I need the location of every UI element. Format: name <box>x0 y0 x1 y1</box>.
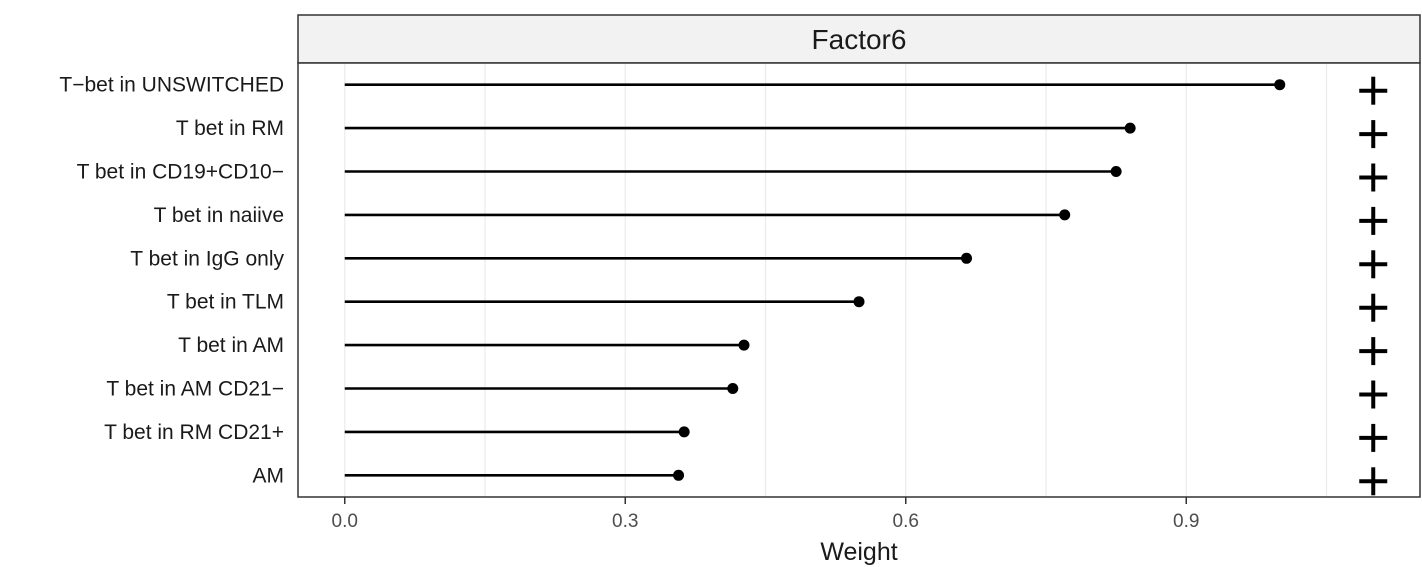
facet-strip <box>297 14 1421 64</box>
sign-markers <box>1359 76 1388 496</box>
category-label: T bet in TLM <box>167 291 284 314</box>
lollipop-point <box>1124 122 1136 134</box>
x-tick-label: 0.3 <box>612 511 638 532</box>
plus-sign-marker <box>1359 337 1388 366</box>
plus-sign-marker <box>1359 163 1388 192</box>
plus-sign-marker <box>1359 76 1388 105</box>
lollipop-point <box>673 469 685 481</box>
category-label: T bet in RM CD21+ <box>104 421 284 444</box>
plus-sign-marker <box>1359 206 1388 235</box>
lollipop-point <box>853 296 865 308</box>
category-label: AM <box>253 464 285 487</box>
category-label: T bet in AM <box>178 334 284 357</box>
plus-sign-marker <box>1359 250 1388 279</box>
x-tick-label: 0.0 <box>332 511 358 532</box>
category-label: T bet in IgG only <box>130 247 284 270</box>
x-tick-label: 0.6 <box>893 511 919 532</box>
facet-title: Factor6 <box>812 24 907 55</box>
lollipop-point <box>1059 209 1071 221</box>
plus-sign-marker <box>1359 467 1388 496</box>
category-label: T bet in CD19+CD10− <box>77 161 284 184</box>
plus-sign-marker <box>1359 120 1388 149</box>
lollipop-stems <box>344 83 1280 477</box>
plot-panel-border <box>297 62 1421 498</box>
x-axis: 0.0 0.3 0.6 0.9 <box>332 497 1199 532</box>
lollipop-point <box>1110 166 1122 177</box>
lollipop-point <box>678 426 690 438</box>
plus-sign-marker <box>1359 423 1388 452</box>
lollipop-point <box>727 383 739 394</box>
category-label: T bet in AM CD21− <box>106 378 284 401</box>
x-tick-label: 0.9 <box>1173 511 1199 532</box>
category-label: T bet in RM <box>176 117 284 140</box>
grid-lines <box>344 63 1328 497</box>
category-label: T−bet in UNSWITCHED <box>59 74 284 97</box>
category-label: T bet in naiive <box>154 204 284 227</box>
lollipop-points <box>673 79 1286 481</box>
lollipop-point <box>1274 79 1286 91</box>
lollipop-point <box>738 339 750 351</box>
plus-sign-marker <box>1359 380 1388 409</box>
x-axis-title: Weight <box>820 538 897 566</box>
category-labels: T−bet in UNSWITCHED T bet in RM T bet in C… <box>59 74 284 488</box>
plus-sign-marker <box>1359 293 1388 322</box>
lollipop-point <box>961 252 973 264</box>
